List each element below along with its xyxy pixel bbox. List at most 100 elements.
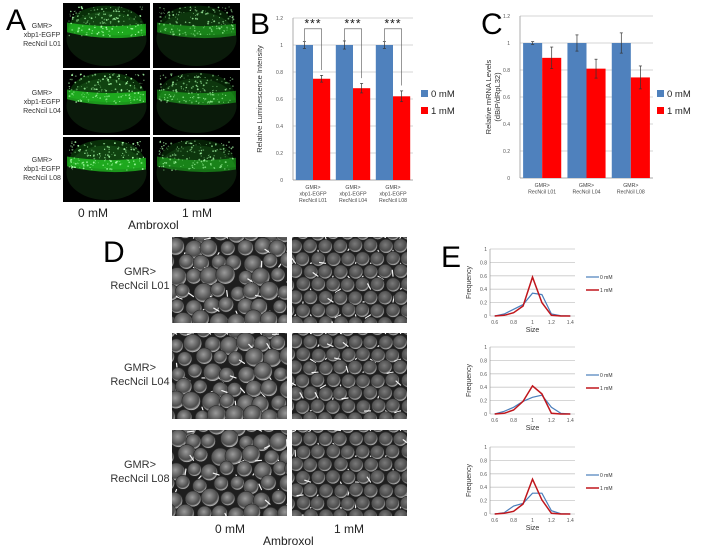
chart-b-luminescence: 0 0.2 0.4 0.6 0.8 1 1.2 GMR> xbp1-EGFP RecNcil L0…	[255, 16, 455, 204]
row-label-line: RecNcil L01	[23, 41, 61, 48]
y-axis-label: Frequency	[466, 463, 473, 497]
y-tick-label: 0.4	[480, 485, 487, 491]
chart-c-mrna-levels: 0 0.2 0.4 0.6 0.8 1 1.2 GMR> RecNcil L01 GMR> RecN…	[484, 14, 691, 196]
bar-0mM-3	[375, 45, 393, 180]
category-label: GMR> RecNcil L04	[573, 183, 601, 196]
fluorescence-image-row2-1mm	[153, 70, 240, 135]
y-tick-label: 1	[484, 445, 487, 451]
y-tick-label: 1.2	[503, 14, 510, 20]
row-label-line: RecNcil L04	[23, 108, 61, 115]
row-label-line: GMR>	[31, 157, 53, 164]
significance-stars: ***	[344, 16, 361, 30]
y-tick-label: 0.2	[480, 499, 487, 505]
legend-label: 0 mM	[600, 473, 613, 479]
sem-eye-image-row2-1mm	[292, 333, 407, 419]
legend-label: 0 mM	[600, 275, 613, 281]
panel-letter-e: E	[441, 241, 462, 274]
row-label-a: GMR> xbp1-EGFP RecNcil L08	[20, 156, 64, 183]
treatment-label-d: Ambroxol	[263, 534, 314, 548]
row-label-line: RecNcil L01	[110, 280, 170, 292]
bar-1mM-1	[542, 57, 562, 178]
x-tick-label: 0.8	[510, 320, 517, 326]
y-tick-label: 1	[484, 247, 487, 253]
bar-1mM-3	[393, 96, 411, 180]
row-label-a: GMR> xbp1-EGFP RecNcil L01	[20, 22, 64, 49]
y-tick-label: 0.6	[480, 472, 487, 478]
y-tick-label: 0.4	[480, 385, 487, 391]
x-tick-label: 1.2	[548, 418, 555, 424]
bar-0mM-2	[567, 43, 587, 178]
condition-label-1mm-a: 1 mM	[182, 206, 212, 220]
treatment-label-a: Ambroxol	[128, 218, 179, 232]
row-label-line: xbp1-EGFP	[23, 32, 61, 39]
bar-0mM-1	[523, 43, 543, 178]
x-tick-label: 1.4	[567, 320, 574, 326]
legend-swatch	[421, 107, 428, 114]
condition-label-0mm-d: 0 mM	[215, 522, 245, 536]
fluorescence-image-row2-0mm	[63, 70, 150, 135]
row-label-line: GMR>	[123, 459, 157, 471]
legend-label: 1 mM	[431, 106, 455, 117]
x-tick-label: 0.6	[491, 518, 498, 524]
y-tick-label: 0	[484, 314, 487, 320]
category-label: GMR> RecNcil L01	[528, 183, 556, 196]
legend-label: 1 mM	[600, 288, 613, 294]
chart-e1-size-distribution-l01: 0 0.2 0.4 0.6 0.8 1 0.6 0.8 1 1.2 1.4 Size Frequency…	[466, 247, 613, 334]
line-series-0mM	[494, 394, 571, 415]
sem-eye-image-row1-1mm	[292, 237, 407, 323]
significance-stars: ***	[304, 16, 321, 30]
y-axis-label: Relative Luminescence Intensity	[255, 45, 264, 153]
row-label-line: RecNcil L04	[110, 376, 170, 388]
y-tick-label: 0	[484, 412, 487, 418]
row-label-d: GMR> RecNcil L01	[110, 265, 170, 293]
y-tick-label: 0	[484, 512, 487, 518]
bar-1mM-3	[630, 77, 650, 178]
panel-letter-a: A	[6, 4, 27, 37]
y-axis-label: Frequency	[466, 363, 473, 397]
row-label-line: GMR>	[123, 362, 157, 374]
y-tick-label: 0.8	[503, 68, 510, 74]
sem-eye-image-row3-0mm	[172, 430, 287, 516]
sem-eye-image-row1-0mm	[172, 237, 287, 323]
y-tick-label: 0.4	[480, 287, 487, 293]
legend-label: 1 mM	[667, 106, 691, 117]
legend-label: 1 mM	[600, 386, 613, 392]
condition-label-1mm-d: 1 mM	[334, 522, 364, 536]
fluorescence-image-row3-0mm	[63, 137, 150, 202]
y-tick-label: 0.8	[276, 70, 283, 76]
x-tick-label: 0.6	[491, 320, 498, 326]
bar-1mM-1	[313, 78, 331, 180]
category-label: GMR> xbp1-EGFP RecNcil L01	[299, 185, 327, 204]
chart-e2-size-distribution-l04: 0 0.2 0.4 0.6 0.8 1 0.6 0.8 1 1.2 1.4 Size Frequency…	[466, 345, 613, 432]
y-tick-label: 0.2	[480, 399, 487, 405]
row-label-line: xbp1-EGFP	[23, 166, 61, 173]
fluorescence-image-row1-1mm	[153, 3, 240, 68]
x-axis-label: Size	[526, 327, 540, 334]
row-label-d: GMR> RecNcil L08	[110, 458, 170, 486]
row-label-line: RecNcil L08	[110, 473, 170, 485]
y-tick-label: 0.4	[276, 124, 283, 130]
line-series-1mM	[494, 384, 571, 415]
y-tick-label: 0.2	[503, 149, 510, 155]
row-label-d: GMR> RecNcil L04	[110, 361, 170, 389]
bar-0mM-1	[295, 45, 313, 180]
legend-swatch	[657, 107, 664, 114]
x-tick-label: 0.6	[491, 418, 498, 424]
x-tick-label: 0.8	[510, 518, 517, 524]
legend-label: 0 mM	[667, 89, 691, 100]
legend-label: 0 mM	[600, 373, 613, 379]
category-label: GMR> RecNcil L08	[617, 183, 645, 196]
y-tick-label: 0.6	[480, 372, 487, 378]
legend-swatch	[421, 90, 428, 97]
row-label-a: GMR> xbp1-EGFP RecNcil L04	[20, 89, 64, 116]
y-tick-label: 1	[484, 345, 487, 351]
legend-swatch	[657, 90, 664, 97]
y-axis-label: Frequency	[466, 265, 473, 299]
x-tick-label: 1.2	[548, 320, 555, 326]
y-tick-label: 0.8	[480, 358, 487, 364]
x-tick-label: 1	[531, 418, 534, 424]
y-tick-label: 0	[507, 176, 510, 182]
category-label: GMR> xbp1-EGFP RecNcil L04	[339, 185, 367, 204]
row-label-line: xbp1-EGFP	[23, 99, 61, 106]
legend-label: 0 mM	[431, 89, 455, 100]
